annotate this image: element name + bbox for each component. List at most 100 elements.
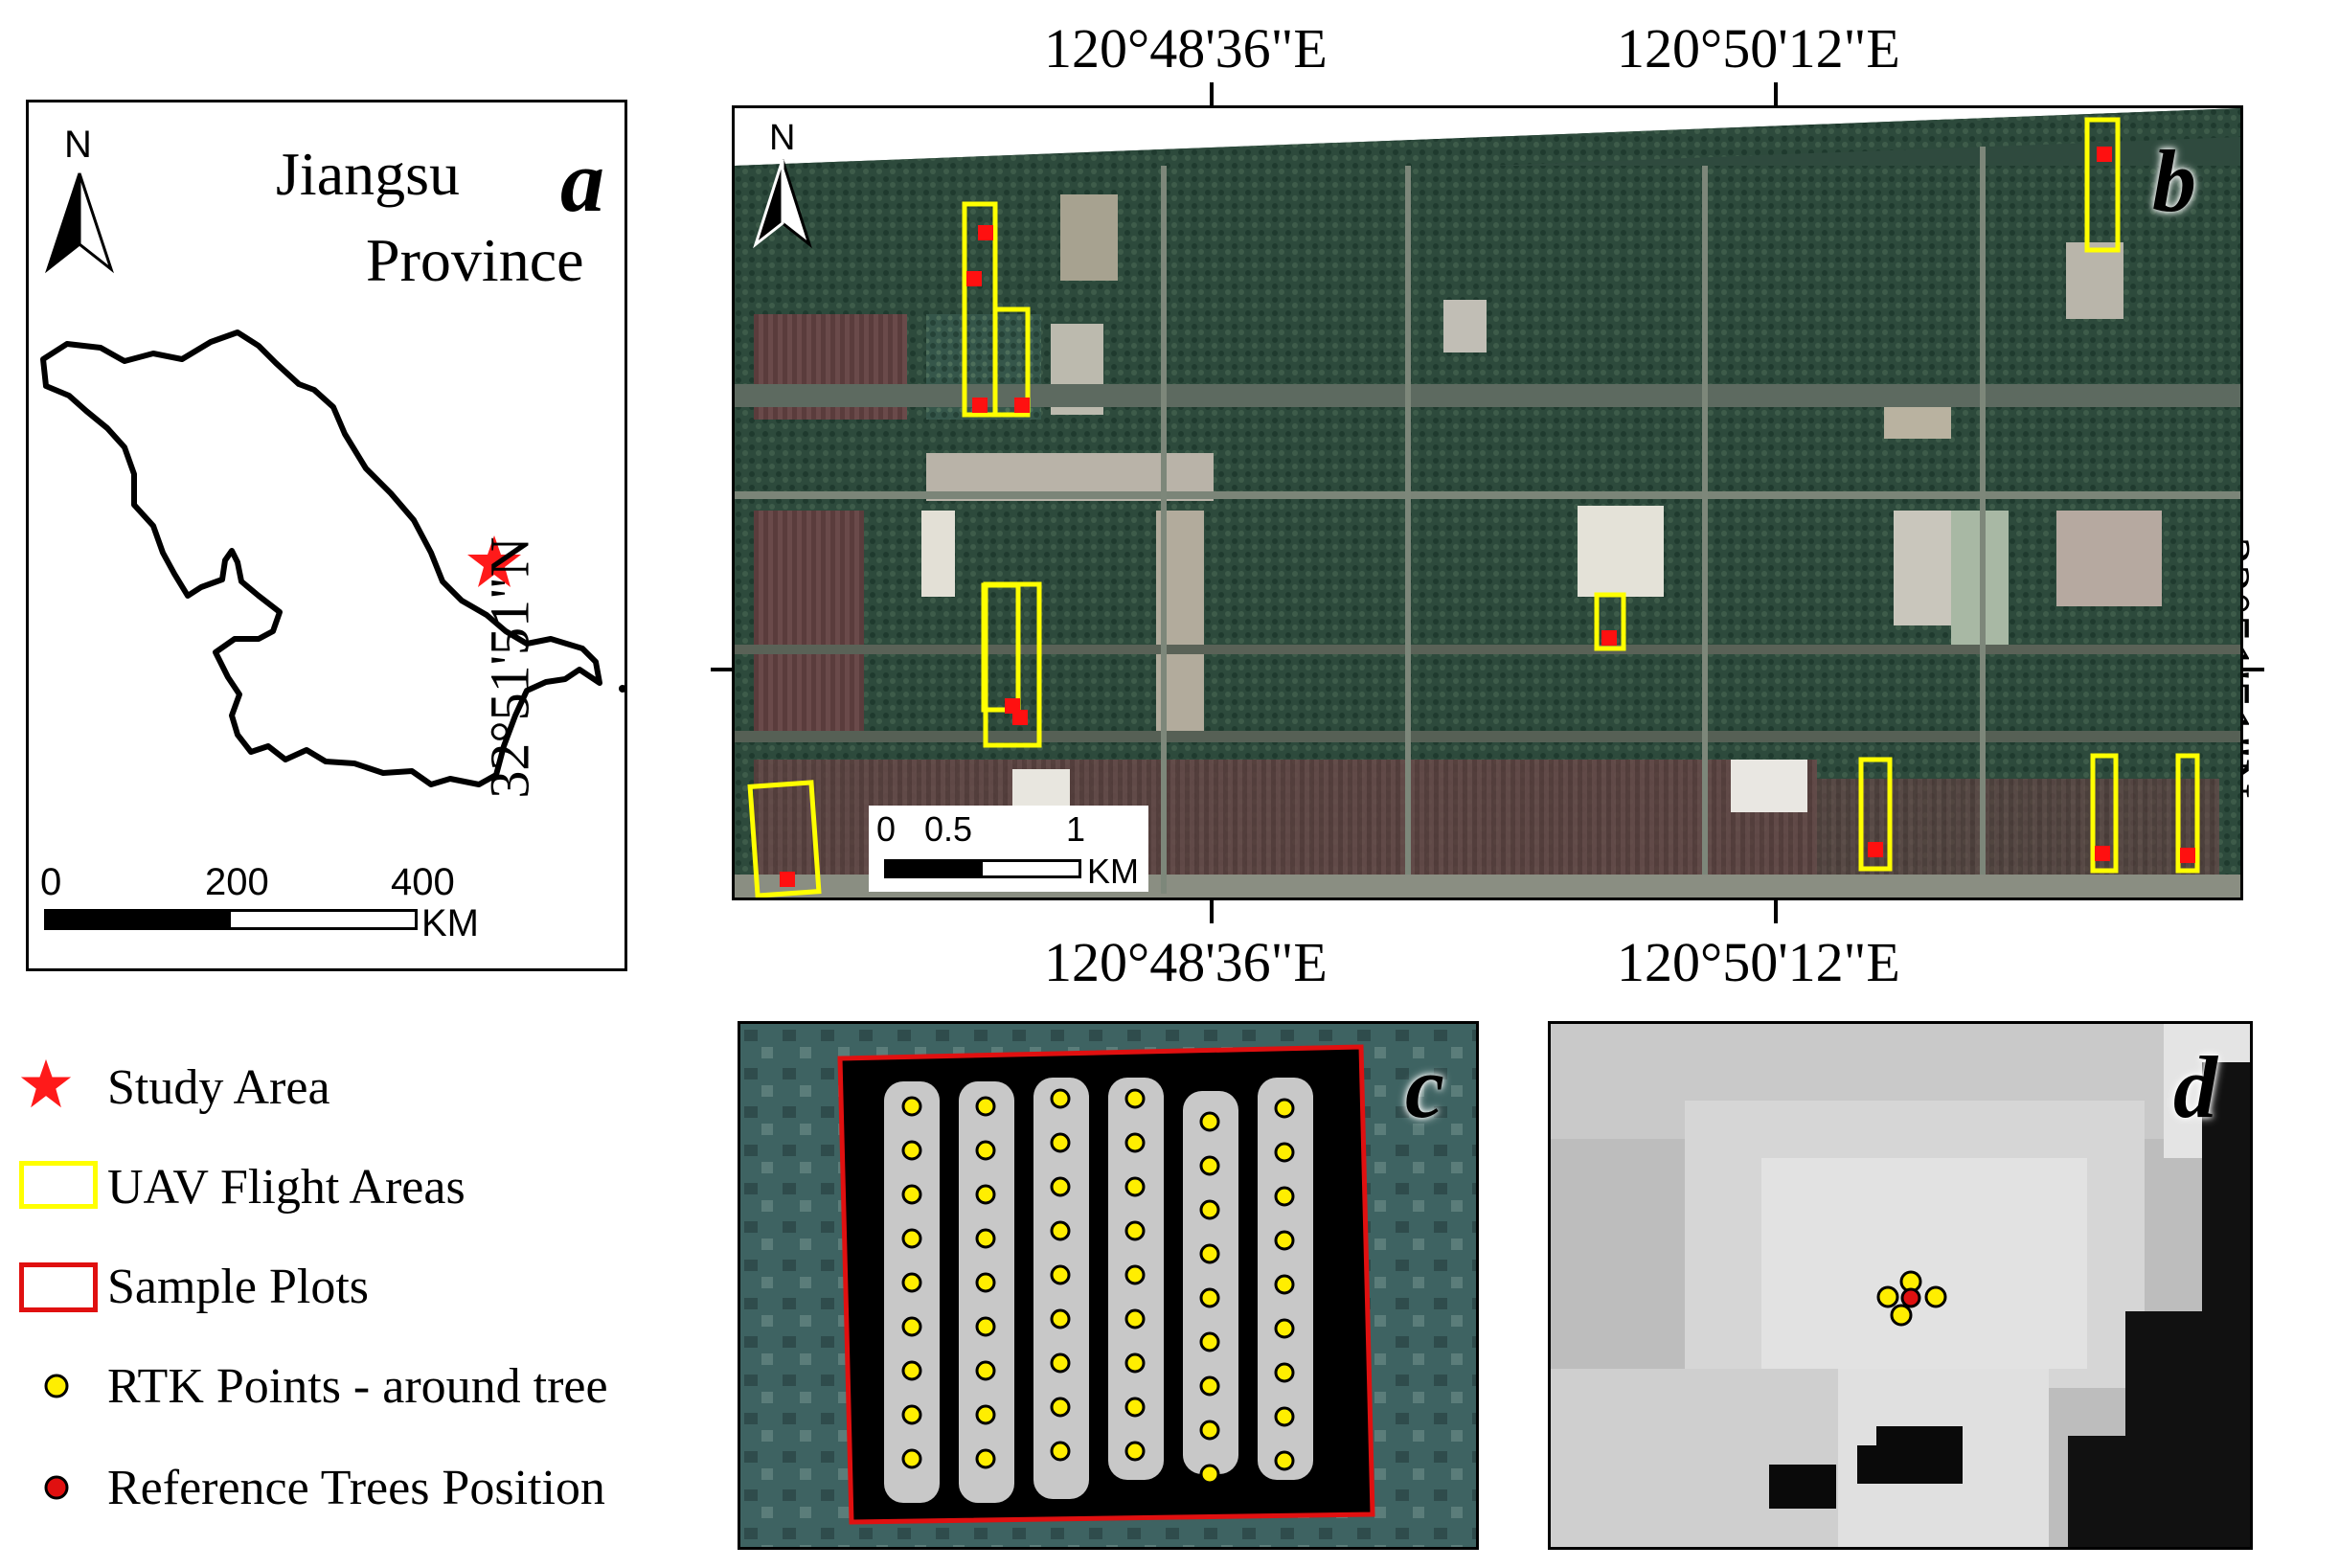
rtk-point	[901, 1228, 922, 1249]
panel-c-letter: c	[1405, 1038, 1444, 1136]
study-area-star-icon	[467, 535, 521, 587]
legend-reference-trees: Reference Trees Position	[107, 1461, 605, 1515]
rtk-point	[1050, 1308, 1071, 1329]
rtk-point	[1199, 1155, 1220, 1176]
legend-sample-plots: Sample Plots	[107, 1260, 370, 1314]
rtk-point	[1050, 1220, 1071, 1241]
panel-c-background	[740, 1024, 1476, 1547]
satellite-imagery	[735, 108, 2240, 898]
rtk-point	[1124, 1088, 1146, 1109]
rtk-point	[901, 1184, 922, 1205]
rtk-point	[975, 1316, 996, 1337]
legend-star-icon	[20, 1058, 72, 1108]
rtk-point	[901, 1404, 922, 1425]
rtk-point	[975, 1096, 996, 1117]
rtk-point	[1124, 1308, 1146, 1329]
top-lon-right: 120°50'12"E	[1617, 17, 1900, 80]
scale-bar-a	[44, 909, 418, 930]
panel-d-reference-tree: d	[1548, 1021, 2253, 1550]
scale-tick-b-0: 0	[876, 809, 897, 849]
rtk-point	[1199, 1464, 1220, 1485]
north-label-b: N	[769, 118, 796, 158]
rtk-point	[1050, 1264, 1071, 1285]
tick-right-1	[2241, 668, 2264, 671]
rtk-point	[1274, 1142, 1295, 1163]
tick-top-2	[1774, 82, 1778, 107]
legend-uav-box-icon	[19, 1161, 98, 1209]
rtk-point	[975, 1404, 996, 1425]
scale-unit-a: KM	[421, 902, 479, 944]
top-lon-left: 120°48'36"E	[1044, 17, 1328, 80]
bottom-lon-left: 120°48'36"E	[1044, 931, 1328, 993]
rtk-point	[975, 1184, 996, 1205]
north-label-a: N	[64, 124, 92, 166]
rtk-point	[975, 1360, 996, 1381]
rtk-point	[1124, 1132, 1146, 1153]
rtk-point	[1050, 1352, 1071, 1374]
north-arrow-b-icon	[753, 159, 812, 249]
scale-tick-a-2: 400	[391, 861, 455, 903]
rtk-point	[901, 1316, 922, 1337]
rtk-point	[1274, 1406, 1295, 1427]
rtk-point	[1124, 1441, 1146, 1462]
rtk-point	[1124, 1352, 1146, 1374]
scale-tick-a-0: 0	[40, 861, 62, 903]
rtk-point	[1274, 1318, 1295, 1339]
rtk-point	[1050, 1132, 1071, 1153]
panel-d-background	[1551, 1024, 2250, 1547]
jiangsu-province-outline	[40, 330, 624, 787]
scale-tick-b-2: 1	[1066, 809, 1086, 849]
legend-rtk-point-icon	[44, 1374, 69, 1398]
rtk-point	[1274, 1230, 1295, 1251]
rtk-point	[1199, 1287, 1220, 1308]
rtk-point	[975, 1448, 996, 1469]
province-title-line2: Province	[366, 226, 584, 294]
rtk-point	[1124, 1220, 1146, 1241]
rtk-point	[1050, 1441, 1071, 1462]
panel-b-satellite-map: b N	[732, 105, 2243, 900]
rtk-points-grid	[901, 1088, 1295, 1485]
bottom-lon-right: 120°50'12"E	[1617, 931, 1900, 993]
rtk-point	[1199, 1199, 1220, 1220]
rtk-point	[1274, 1450, 1295, 1471]
scale-tick-b-1: 0.5	[924, 809, 973, 849]
legend-sample-plot-icon	[19, 1262, 98, 1312]
legend-reference-tree-icon	[44, 1475, 69, 1500]
rtk-point	[901, 1448, 922, 1469]
rtk-point	[975, 1140, 996, 1161]
lat-left: 32°51'51"N	[478, 536, 541, 799]
rtk-point	[975, 1272, 996, 1293]
legend-uav-flight-areas: UAV Flight Areas	[107, 1160, 466, 1215]
rtk-point	[1050, 1397, 1071, 1418]
rtk-point	[1124, 1397, 1146, 1418]
legend-rtk-points: RTK Points - around tree	[107, 1359, 608, 1414]
rtk-point	[1274, 1098, 1295, 1119]
legend-study-area: Study Area	[107, 1060, 330, 1115]
rtk-point	[1199, 1331, 1220, 1352]
panel-d-letter: d	[2173, 1038, 2217, 1136]
scale-unit-b: KM	[1087, 852, 1139, 891]
tick-left-1	[711, 668, 734, 671]
tick-bottom-1	[1210, 898, 1214, 923]
rtk-point	[1274, 1362, 1295, 1383]
rtk-point	[901, 1096, 922, 1117]
rtk-point	[1274, 1186, 1295, 1207]
north-arrow-icon	[45, 172, 114, 274]
panel-a-letter: a	[560, 132, 604, 230]
rtk-point	[901, 1140, 922, 1161]
scale-tick-a-1: 200	[205, 861, 269, 903]
rtk-point	[1199, 1111, 1220, 1132]
rtk-point	[1199, 1243, 1220, 1264]
rtk-point	[975, 1228, 996, 1249]
panel-a-inset-map: a Jiangsu Province N 0 200 400 KM	[26, 100, 627, 971]
panel-c-sample-plot: c	[738, 1021, 1479, 1550]
reference-tree-cluster	[1876, 1270, 1947, 1327]
rtk-point	[1050, 1088, 1071, 1109]
tick-bottom-2	[1774, 898, 1778, 923]
sample-plots	[780, 147, 2195, 887]
rtk-point	[1124, 1264, 1146, 1285]
rtk-point	[1274, 1274, 1295, 1295]
rtk-point	[1199, 1375, 1220, 1397]
scale-bar-b	[884, 859, 1081, 878]
panel-b-letter: b	[2152, 132, 2196, 230]
